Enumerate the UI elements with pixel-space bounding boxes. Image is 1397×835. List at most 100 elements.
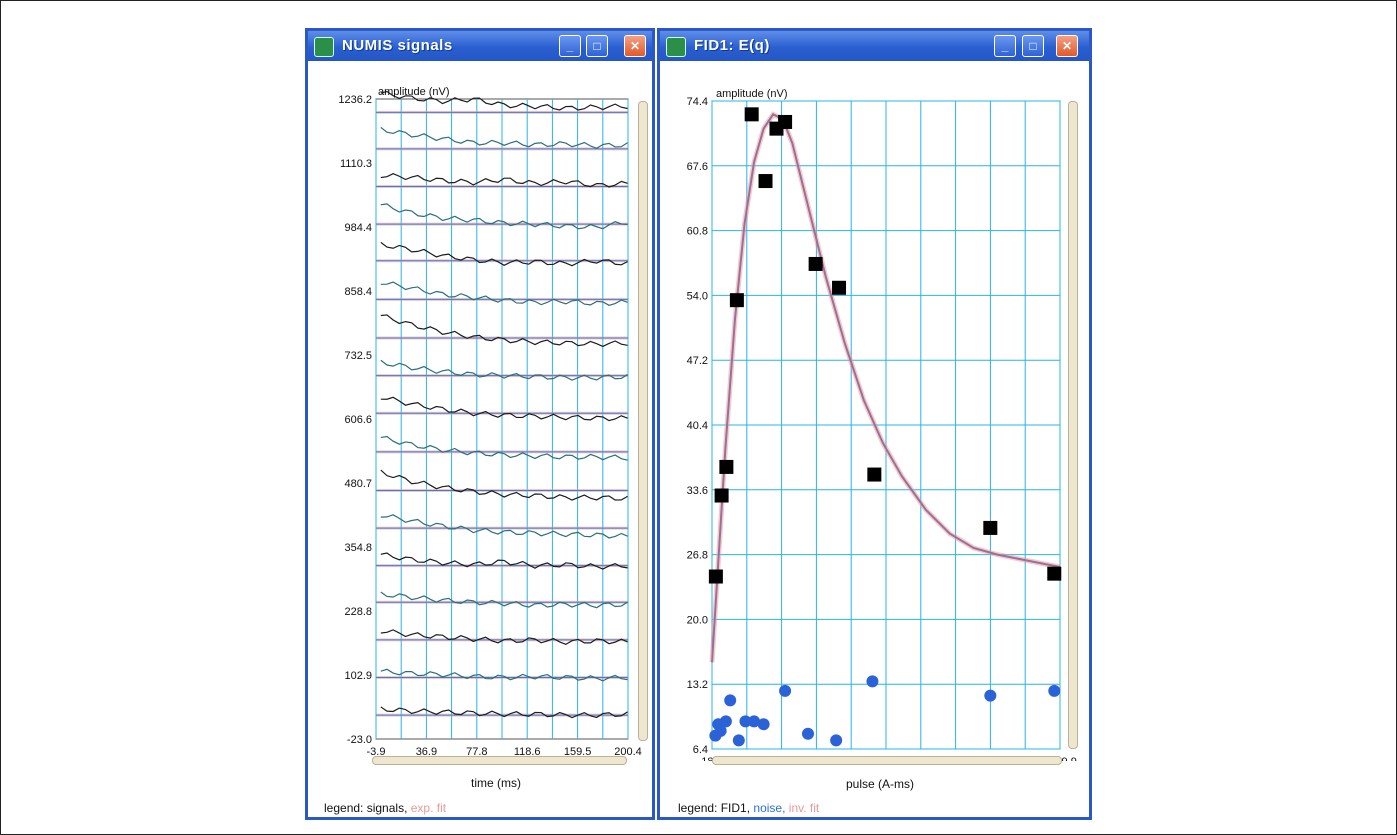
title-bar[interactable]: FID1: E(q) _ □ ✕ xyxy=(660,31,1089,61)
x-tick-label: 118.6 xyxy=(514,746,541,758)
client-area: 1236.2 1110.3 984.4 858.4 732.5 606.6 480.7 354… xyxy=(308,61,652,817)
legend: legend: signals, exp. fit xyxy=(324,801,446,815)
fid1-point xyxy=(867,467,882,482)
fid1-point xyxy=(808,256,823,271)
signal-trace xyxy=(380,173,628,188)
fid1-point xyxy=(708,569,723,584)
fid1-point xyxy=(758,174,773,189)
y-tick-label: 1110.3 xyxy=(340,158,372,170)
noise-point xyxy=(724,694,737,707)
legend-item-inv-fit: inv. fit xyxy=(788,801,820,815)
signal-trace xyxy=(380,396,628,422)
y-tick-label: 67.6 xyxy=(687,161,708,173)
noise-point xyxy=(866,675,879,688)
client-area: 74.4 67.6 60.8 54.0 47.2 40.4 33.6 26.8 20.0 13.2… xyxy=(660,61,1089,817)
vertical-scrollbar[interactable] xyxy=(638,101,648,741)
legend: legend: FID1, noise, inv. fit xyxy=(678,801,819,815)
maximize-button[interactable]: □ xyxy=(1022,35,1044,57)
eq-chart: 74.4 67.6 60.8 54.0 47.2 40.4 33.6 26.8 20.0 13.2… xyxy=(687,88,1077,761)
signal-trace xyxy=(380,591,628,609)
noise-point xyxy=(984,689,997,702)
legend-item-exp-fit: exp. fit xyxy=(410,801,447,815)
signal-trace xyxy=(380,90,628,111)
fid1-eq-window[interactable]: FID1: E(q) _ □ ✕ 74.4 67.6 60.8 54.0 47.2 40.… xyxy=(657,28,1092,820)
y-tick-label: 1236.2 xyxy=(338,94,372,106)
maximize-icon: □ xyxy=(593,39,601,53)
y-tick-label: 47.2 xyxy=(687,355,708,367)
y-axis-label: amplitude (nV) xyxy=(378,86,450,98)
app-icon xyxy=(314,37,334,57)
noise-point xyxy=(719,715,732,728)
signal-trace xyxy=(380,668,628,682)
y-tick-label: 54.0 xyxy=(687,290,708,302)
minimize-icon: _ xyxy=(1001,39,1009,53)
y-tick-label: 33.6 xyxy=(687,485,708,497)
fid1-point xyxy=(744,107,759,122)
y-tick-label: 606.6 xyxy=(344,414,372,426)
close-button[interactable]: ✕ xyxy=(624,35,646,57)
y-tick-label: 20.0 xyxy=(687,614,708,626)
title-bar[interactable]: NUMIS signals _ □ ✕ xyxy=(308,31,652,61)
horizontal-scrollbar[interactable] xyxy=(372,756,627,765)
signal-trace xyxy=(380,706,628,719)
x-axis-label: time (ms) xyxy=(471,776,521,790)
signal-trace xyxy=(380,126,628,149)
maximize-button[interactable]: □ xyxy=(586,35,608,57)
minimize-button[interactable]: _ xyxy=(559,35,581,57)
y-tick-label: 60.8 xyxy=(687,226,708,238)
vertical-scrollbar[interactable] xyxy=(1068,101,1078,749)
legend-item-signals: signals, xyxy=(366,801,408,815)
fid1-point xyxy=(729,293,744,308)
signal-trace xyxy=(380,514,628,539)
y-tick-label: 26.8 xyxy=(687,550,708,562)
app-icon xyxy=(666,37,686,57)
inv-fit-curve xyxy=(711,113,1061,663)
noise-point xyxy=(714,724,727,737)
noise-point xyxy=(732,734,745,747)
legend-item-noise: noise, xyxy=(753,801,786,815)
close-icon: ✕ xyxy=(1061,39,1073,53)
horizontal-scrollbar[interactable] xyxy=(712,756,1062,765)
fid1-point xyxy=(719,459,734,474)
close-button[interactable]: ✕ xyxy=(1056,35,1078,57)
signals-chart: 1236.2 1110.3 984.4 858.4 732.5 606.6 480.7 354… xyxy=(338,86,642,758)
signal-trace xyxy=(380,314,628,348)
minimize-button[interactable]: _ xyxy=(994,35,1016,57)
signal-trace xyxy=(380,435,628,461)
fid1-point xyxy=(1047,566,1062,581)
window-title: FID1: E(q) xyxy=(694,37,770,54)
fid1-point xyxy=(714,488,729,503)
signal-trace xyxy=(380,281,628,306)
signal-trace xyxy=(380,552,628,570)
legend-prefix: legend: xyxy=(678,801,718,815)
close-icon: ✕ xyxy=(629,39,641,53)
numis-signals-window[interactable]: NUMIS signals _ □ ✕ 1236.2 1110.3 984.4 858… xyxy=(305,28,655,820)
window-title: NUMIS signals xyxy=(342,37,453,54)
x-tick-label: 200.4 xyxy=(614,746,642,758)
minimize-icon: _ xyxy=(566,39,574,53)
noise-point xyxy=(830,734,843,747)
y-tick-label: 74.4 xyxy=(687,96,708,108)
noise-point xyxy=(757,718,770,731)
noise-point xyxy=(779,684,792,697)
x-tick-label: 36.9 xyxy=(416,746,437,758)
noise-point xyxy=(739,715,752,728)
x-tick-label: 159.5 xyxy=(564,746,592,758)
noise-point xyxy=(1048,684,1061,697)
y-tick-label: 732.5 xyxy=(344,350,372,362)
y-tick-label: -23.0 xyxy=(347,734,372,746)
y-tick-label: 480.7 xyxy=(344,478,372,490)
y-tick-label: 354.8 xyxy=(344,542,372,554)
legend-prefix: legend: xyxy=(324,801,364,815)
legend-item-fid1: FID1, xyxy=(720,801,751,815)
signal-trace xyxy=(380,629,628,646)
y-tick-label: 102.9 xyxy=(344,670,372,682)
x-axis-label: pulse (A-ms) xyxy=(846,777,915,791)
y-tick-label: 6.4 xyxy=(693,744,708,756)
maximize-icon: □ xyxy=(1029,39,1037,53)
noise-point xyxy=(801,727,814,740)
signal-trace xyxy=(380,469,628,501)
fid1-point xyxy=(832,280,847,295)
noise-point xyxy=(748,715,761,728)
y-tick-label: 228.8 xyxy=(344,606,372,618)
